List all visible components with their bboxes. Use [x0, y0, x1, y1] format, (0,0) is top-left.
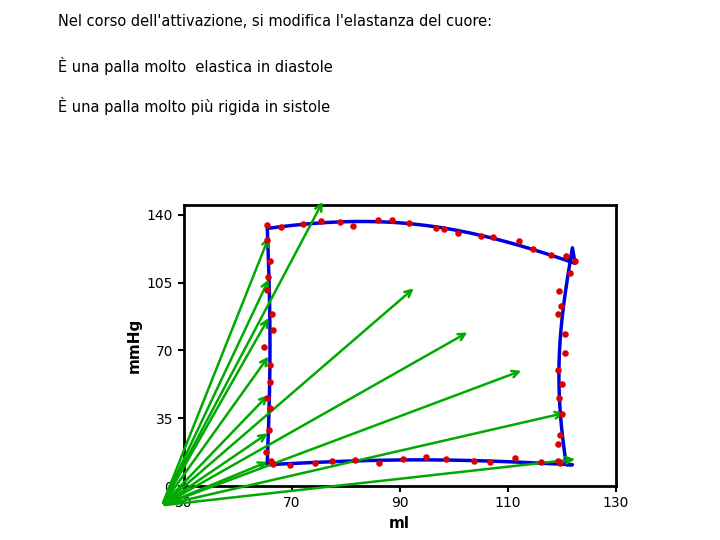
Point — [554, 286, 565, 295]
Point — [347, 221, 359, 230]
Point — [397, 454, 409, 463]
Point — [266, 456, 277, 465]
Point — [570, 256, 581, 265]
Point — [564, 268, 576, 277]
Point — [297, 219, 309, 228]
Point — [513, 237, 525, 245]
Point — [545, 251, 557, 259]
Point — [372, 216, 384, 225]
Point — [484, 458, 495, 467]
Point — [261, 448, 272, 457]
Point — [554, 431, 565, 440]
X-axis label: ml: ml — [389, 516, 410, 531]
Point — [554, 459, 566, 468]
Point — [403, 219, 415, 227]
Point — [560, 252, 572, 260]
Point — [267, 326, 279, 334]
Point — [326, 457, 338, 466]
Point — [420, 453, 432, 462]
Text: Nel corso dell'attivazione, si modifica l'elastanza del cuore:: Nel corso dell'attivazione, si modifica … — [58, 14, 492, 29]
Point — [487, 233, 499, 241]
Point — [261, 221, 272, 230]
Point — [556, 380, 567, 389]
Y-axis label: mmHg: mmHg — [126, 318, 141, 373]
Point — [264, 377, 276, 386]
Text: È una palla molto  elastica in diastole: È una palla molto elastica in diastole — [58, 57, 333, 75]
Point — [552, 440, 564, 449]
Point — [315, 217, 326, 226]
Point — [334, 218, 346, 227]
Point — [261, 394, 273, 403]
Point — [440, 455, 451, 464]
Text: È una palla molto più rigida in sistole: È una palla molto più rigida in sistole — [58, 97, 330, 115]
Point — [267, 460, 279, 468]
Point — [387, 216, 398, 225]
Point — [284, 461, 296, 469]
Point — [430, 224, 441, 232]
Point — [263, 426, 274, 435]
Point — [469, 457, 480, 465]
Point — [373, 459, 384, 468]
Point — [438, 224, 450, 233]
Point — [556, 301, 567, 310]
Point — [559, 349, 571, 357]
Point — [258, 342, 270, 351]
Point — [553, 394, 564, 402]
Point — [310, 459, 321, 468]
Point — [557, 410, 568, 418]
Point — [510, 454, 521, 462]
Point — [263, 272, 274, 281]
Point — [264, 360, 276, 369]
Point — [276, 222, 287, 231]
Point — [261, 286, 273, 294]
Point — [528, 244, 539, 253]
Point — [453, 228, 464, 237]
Point — [349, 456, 361, 465]
Point — [559, 329, 571, 338]
Point — [552, 456, 564, 465]
Point — [264, 256, 276, 265]
Point — [264, 404, 276, 413]
Point — [266, 310, 277, 319]
Point — [535, 458, 546, 467]
Point — [552, 309, 564, 318]
Point — [261, 235, 273, 244]
Point — [552, 366, 564, 374]
Point — [474, 232, 486, 241]
